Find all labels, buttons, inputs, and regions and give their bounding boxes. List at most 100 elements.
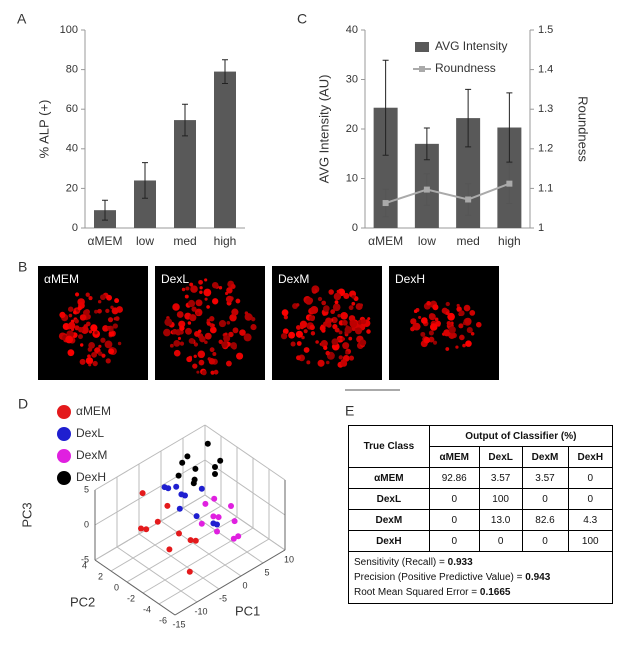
point <box>138 525 144 532</box>
nucleus-spot <box>171 328 178 335</box>
nucleus-spot <box>223 335 231 343</box>
nucleus-spot <box>459 334 465 341</box>
nucleus-spot <box>108 331 114 336</box>
error-bar <box>506 92 513 163</box>
nucleus-spot <box>187 299 196 308</box>
corner: True Class <box>348 425 430 468</box>
legend-label: αMEM <box>76 404 111 418</box>
nucleus-spot <box>94 331 98 335</box>
nucleus-spot <box>187 321 192 325</box>
image-label: DexL <box>161 272 189 286</box>
x-tick-label: high <box>214 234 237 248</box>
nucleus-spot <box>295 303 300 307</box>
nucleus-spot <box>351 301 356 306</box>
z-tick-label: -5 <box>81 554 89 564</box>
nucleus-spot <box>420 331 426 337</box>
nucleus-spot <box>446 320 451 326</box>
point <box>228 503 234 509</box>
nucleus-spot <box>295 330 303 338</box>
nucleus-spot <box>204 278 208 282</box>
bar <box>174 120 196 228</box>
nucleus-spot <box>179 325 185 331</box>
x-tick-label: -5 <box>219 593 227 603</box>
point <box>217 457 224 464</box>
nucleus-spot <box>420 317 428 324</box>
nucleus-spot <box>348 305 354 311</box>
y-tick-label: 0 <box>72 222 78 234</box>
nucleus-spot <box>186 356 193 363</box>
nucleus-spot <box>88 342 95 349</box>
z-axis-label: PC3 <box>19 502 34 527</box>
grid-line <box>204 424 286 481</box>
nucleus-spot <box>204 297 208 301</box>
nucleus-spot <box>213 369 219 375</box>
cell: 3.57 <box>521 467 569 489</box>
cell: 100 <box>478 488 523 510</box>
cell: 100 <box>567 530 614 552</box>
metric: Sensitivity (Recall) = 0.933 <box>354 555 607 570</box>
nucleus-spot <box>243 333 252 342</box>
point <box>166 546 173 553</box>
nucleus-spot <box>340 360 348 367</box>
y-axis-label: % ALP (+) <box>36 100 51 159</box>
y2-tick-label: 1 <box>538 222 544 234</box>
nucleus-spot <box>87 354 91 359</box>
nucleus-spot <box>193 354 197 358</box>
legend-swatch <box>57 471 71 485</box>
nucleus-spot <box>91 351 97 358</box>
grid-line <box>94 424 206 491</box>
nucleus-spot <box>464 317 472 325</box>
nucleus-spot <box>77 305 82 311</box>
nucleus-spot <box>410 318 417 325</box>
nucleus-spot <box>105 308 110 313</box>
nucleus-spot <box>321 300 327 306</box>
point <box>187 537 194 544</box>
y-tick-label: -4 <box>143 604 151 614</box>
nucleus-spot <box>172 303 180 311</box>
nucleus-spot <box>80 343 84 347</box>
nucleus-spot <box>325 350 330 356</box>
point <box>164 502 171 509</box>
nucleus-spot <box>79 358 86 365</box>
cell: 0 <box>567 488 614 510</box>
nucleus-spot <box>303 329 308 334</box>
nucleus-spot <box>251 316 256 322</box>
nucleus-spot <box>90 324 98 332</box>
nucleus-spot <box>177 336 181 340</box>
nucleus-spot <box>88 296 93 301</box>
nucleus-spot <box>343 292 350 300</box>
nucleus-spot <box>67 349 75 357</box>
nucleus-spot <box>94 309 98 314</box>
nucleus-spot <box>193 342 199 347</box>
nucleus-spot <box>92 360 98 367</box>
x-tick-label: 0 <box>242 580 247 590</box>
nucleus-spot <box>184 294 189 299</box>
point <box>198 485 205 492</box>
cell: αMEM <box>348 467 430 489</box>
nucleus-spot <box>429 323 438 331</box>
nucleus-spot <box>337 337 341 341</box>
metric-label: Precision (Positive Predictive Value) = <box>354 572 523 583</box>
nucleus-spot <box>310 331 316 336</box>
nucleus-spot <box>100 337 106 343</box>
nucleus-spot <box>426 301 431 306</box>
nucleus-spot <box>296 341 302 346</box>
nucleus-spot <box>188 337 195 344</box>
nucleus-spot <box>367 317 371 321</box>
nucleus-spot <box>337 313 341 318</box>
nucleus-spot <box>218 320 227 328</box>
nucleus-spot <box>332 303 341 312</box>
point <box>176 505 183 512</box>
point <box>212 464 218 470</box>
nucleus-spot <box>97 299 102 304</box>
nucleus-spot <box>211 323 215 328</box>
nucleus-spot <box>354 327 363 335</box>
nucleus-spot <box>195 299 203 307</box>
nucleus-spot <box>192 363 198 369</box>
point <box>193 513 200 520</box>
nucleus-spot <box>212 352 217 356</box>
panel-letter: D <box>18 396 28 412</box>
y2-tick-label: 1.2 <box>538 143 553 155</box>
nucleus-spot <box>445 347 450 351</box>
nucleus-spot <box>466 327 473 334</box>
